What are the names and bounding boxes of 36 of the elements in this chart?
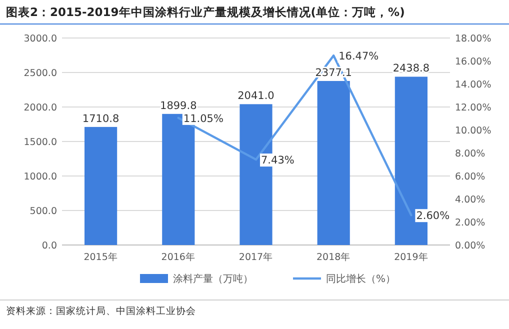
y-tick-label: 0.0 — [42, 240, 57, 252]
data-label: 1899.8 — [160, 100, 197, 112]
x-tick-label: 2016年 — [161, 251, 196, 263]
data-label: 2438.8 — [392, 62, 430, 75]
y2-tick-label: 16.00% — [455, 56, 492, 68]
data-label: 2.60% — [416, 210, 450, 222]
y2-tick-label: 6.00% — [455, 172, 486, 182]
y-tick-label: 1500.0 — [24, 137, 57, 148]
y2-tick-label: 8.00% — [455, 148, 486, 160]
x-tick-label: 2019年 — [394, 251, 428, 263]
y2-tick-label: 14.00% — [455, 80, 492, 90]
y-tick-label: 1000.0 — [24, 172, 57, 182]
bar — [317, 80, 350, 245]
data-label: 2041.0 — [238, 90, 274, 102]
y2-tick-label: 0.00% — [455, 240, 486, 252]
bar — [84, 126, 118, 245]
y2-tick-label: 2.00% — [455, 218, 486, 228]
data-label: 11.05% — [183, 112, 224, 125]
legend-label: 同比增长（%） — [326, 273, 396, 285]
data-label: 7.43% — [261, 154, 294, 167]
x-tick-label: 2015年 — [84, 251, 118, 263]
chart-title: 图表2：2015-2019年中国涂料行业产量规模及增长情况(单位：万吨，%) — [6, 5, 405, 19]
y2-tick-label: 4.00% — [455, 194, 486, 206]
data-label: 16.47% — [338, 50, 379, 63]
data-label: 1710.8 — [82, 112, 120, 125]
y-tick-label: 2500.0 — [24, 68, 57, 79]
legend-label: 涂料产量（万吨） — [173, 273, 253, 285]
y-tick-label: 2000.0 — [24, 102, 57, 114]
y-tick-label: 500.0 — [30, 206, 57, 217]
x-tick-label: 2018年 — [316, 251, 351, 263]
y-tick-label: 3000.0 — [24, 34, 57, 44]
y2-tick-label: 18.00% — [455, 34, 492, 44]
text: 资料来源：国家统计局、中国涂料工业协会 — [6, 305, 196, 317]
y2-tick-label: 12.00% — [455, 102, 492, 114]
y2-tick-label: 10.00% — [455, 126, 492, 136]
x-tick-label: 2017年 — [238, 251, 274, 263]
